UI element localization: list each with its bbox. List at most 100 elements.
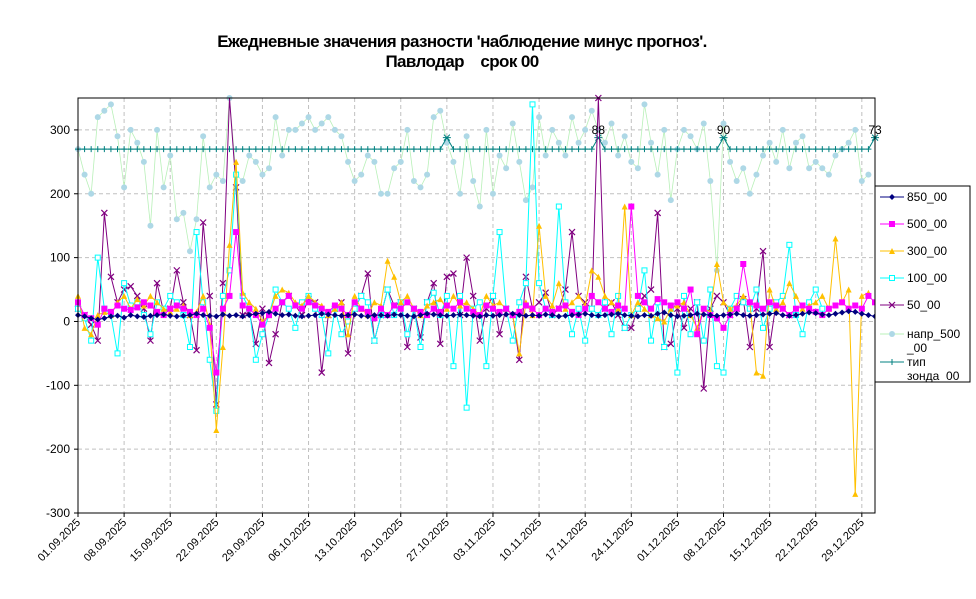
data-point	[140, 299, 147, 306]
data-point	[667, 302, 674, 309]
data-point	[391, 273, 398, 280]
data-point	[430, 289, 437, 296]
data-point	[588, 312, 595, 319]
data-point	[562, 312, 569, 319]
data-point	[812, 286, 819, 293]
data-point	[582, 305, 589, 312]
data-point	[331, 126, 338, 133]
data-point	[107, 101, 114, 108]
data-point	[582, 310, 589, 317]
data-point	[154, 299, 161, 306]
data-point	[318, 146, 325, 153]
data-point	[615, 302, 622, 309]
data-point	[442, 134, 451, 141]
data-point	[634, 292, 641, 299]
data-point	[825, 305, 832, 312]
data-point	[766, 286, 773, 293]
annotation-label: 90	[717, 123, 731, 137]
data-point	[858, 305, 865, 312]
data-point	[266, 146, 273, 153]
data-point	[786, 241, 793, 248]
data-point	[246, 299, 253, 306]
data-point	[266, 308, 273, 315]
data-point	[358, 312, 365, 319]
data-point	[806, 309, 813, 316]
data-point	[654, 209, 662, 217]
data-point	[516, 350, 523, 357]
data-point	[279, 299, 286, 306]
data-point	[535, 298, 543, 306]
data-point	[549, 302, 556, 309]
data-point	[364, 308, 371, 315]
data-point	[562, 305, 569, 312]
data-point	[94, 316, 101, 323]
data-point	[180, 312, 187, 319]
data-point	[720, 312, 727, 319]
data-point	[720, 324, 727, 331]
data-point	[779, 312, 786, 319]
data-point	[746, 299, 753, 306]
data-point	[601, 139, 608, 146]
data-point	[601, 146, 608, 153]
data-point	[147, 292, 154, 299]
data-point	[424, 310, 431, 317]
data-point	[239, 178, 246, 184]
data-point	[555, 146, 562, 153]
data-point	[318, 305, 325, 312]
data-point	[536, 146, 543, 153]
data-point	[450, 305, 457, 312]
data-point	[753, 286, 760, 293]
data-point	[364, 299, 371, 306]
data-point	[832, 302, 839, 309]
data-point	[371, 299, 378, 306]
data-point	[713, 261, 720, 267]
data-point	[799, 302, 806, 309]
data-point	[522, 197, 529, 204]
data-point	[193, 146, 200, 153]
data-point	[285, 305, 292, 312]
y-axis: -300 -200 -100 0 100 200 300	[46, 123, 78, 520]
data-point	[305, 312, 312, 319]
data-point	[476, 146, 483, 153]
data-point	[503, 165, 510, 172]
data-point	[667, 146, 674, 153]
data-point	[555, 203, 562, 210]
data-point	[529, 305, 536, 312]
series-5	[75, 95, 872, 274]
data-point	[516, 312, 523, 319]
data-point	[121, 292, 128, 299]
data-point	[457, 311, 464, 318]
data-point	[219, 146, 226, 153]
data-point	[615, 310, 622, 317]
data-point	[615, 152, 622, 159]
data-point	[489, 190, 496, 197]
data-point	[213, 171, 220, 178]
data-point	[140, 146, 147, 153]
data-point	[634, 305, 641, 312]
data-point	[819, 311, 826, 318]
series-line	[77, 104, 823, 411]
data-point	[88, 190, 95, 197]
annotation-label: 88	[592, 123, 606, 137]
data-point	[279, 152, 286, 159]
data-point	[410, 305, 417, 312]
data-point	[443, 292, 450, 299]
data-point	[839, 309, 846, 316]
data-point	[272, 146, 279, 153]
data-point	[147, 302, 154, 309]
data-point	[88, 146, 95, 153]
data-point	[206, 292, 214, 300]
data-point	[575, 292, 582, 299]
data-point	[186, 308, 193, 315]
data-point	[173, 305, 180, 312]
data-point	[713, 267, 720, 274]
data-point	[173, 266, 181, 274]
data-point	[193, 216, 200, 223]
data-point	[889, 221, 895, 227]
data-point	[634, 299, 641, 306]
data-point	[516, 299, 523, 306]
data-point	[417, 184, 424, 191]
data-point	[680, 324, 688, 332]
data-point	[661, 126, 668, 133]
data-point	[575, 146, 582, 153]
